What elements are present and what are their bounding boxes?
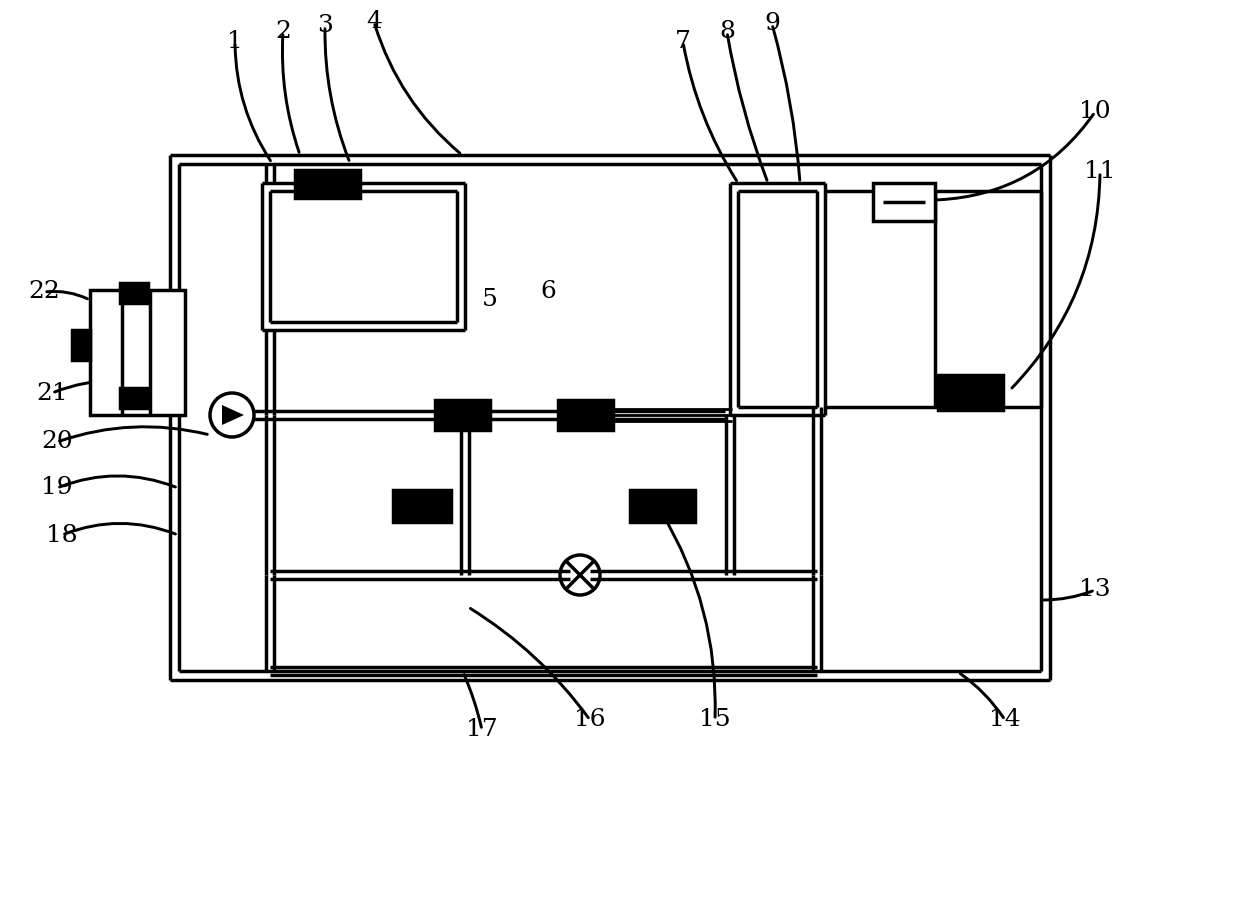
Bar xyxy=(873,183,935,221)
Text: 21: 21 xyxy=(36,381,68,404)
Bar xyxy=(295,170,361,198)
Text: 4: 4 xyxy=(366,11,382,34)
Text: 8: 8 xyxy=(719,21,735,43)
Bar xyxy=(938,375,1004,410)
Text: 14: 14 xyxy=(989,708,1021,731)
Text: 22: 22 xyxy=(28,281,59,304)
Text: 3: 3 xyxy=(317,14,333,37)
Bar xyxy=(120,388,147,408)
Text: 6: 6 xyxy=(540,281,556,304)
Text: 13: 13 xyxy=(1079,579,1111,602)
Bar xyxy=(558,400,613,430)
Text: 2: 2 xyxy=(275,21,291,43)
Text: 20: 20 xyxy=(41,430,73,454)
Text: 10: 10 xyxy=(1079,101,1111,123)
Text: 1: 1 xyxy=(227,31,243,53)
Text: 7: 7 xyxy=(675,31,691,53)
Text: 17: 17 xyxy=(466,718,498,741)
Bar xyxy=(629,490,695,522)
Text: 15: 15 xyxy=(699,708,731,731)
Bar xyxy=(72,330,90,360)
Text: 16: 16 xyxy=(574,708,606,731)
Bar xyxy=(90,290,185,415)
Text: 5: 5 xyxy=(482,288,498,312)
Bar xyxy=(393,490,451,522)
Polygon shape xyxy=(222,405,244,425)
Bar xyxy=(120,283,147,303)
Text: 19: 19 xyxy=(41,477,73,499)
Bar xyxy=(435,400,489,430)
Text: 18: 18 xyxy=(46,524,78,546)
Text: 9: 9 xyxy=(764,13,779,35)
Text: 11: 11 xyxy=(1084,160,1116,184)
